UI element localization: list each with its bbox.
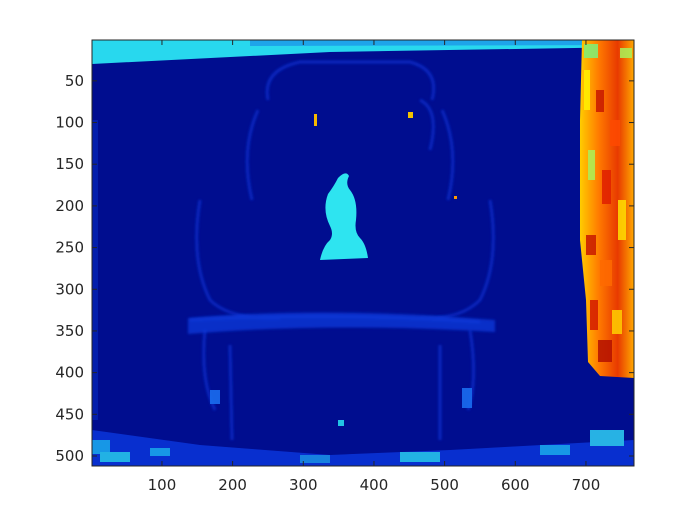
y-tick-label: 350: [55, 322, 84, 340]
bottom-noise: [92, 120, 634, 466]
y-tick-label: 450: [55, 405, 84, 423]
y-tick-label: 50: [65, 72, 84, 90]
axes-frame: [91, 39, 635, 467]
y-tick-label: 250: [55, 239, 84, 257]
x-tick-label: 700: [572, 476, 601, 494]
x-tick-label: 400: [360, 476, 389, 494]
y-axis: 50 100 150 200 250 300 350 400 450 500: [55, 72, 634, 465]
right-edge-region: [580, 40, 634, 378]
heatmap-top-strip: [92, 40, 634, 64]
speck: [408, 112, 413, 118]
x-tick-label: 300: [289, 476, 318, 494]
x-axis: 100 200 300 400 500 600 700: [148, 40, 601, 494]
speck: [454, 196, 457, 199]
y-tick-label: 300: [55, 280, 84, 298]
speck: [314, 114, 317, 126]
x-tick-label: 200: [218, 476, 247, 494]
y-tick-label: 200: [55, 197, 84, 215]
x-tick-label: 600: [501, 476, 530, 494]
y-tick-label: 500: [55, 447, 84, 465]
y-tick-label: 150: [55, 155, 84, 173]
y-tick-label: 100: [55, 114, 84, 132]
x-tick-label: 100: [148, 476, 177, 494]
right-edge-texture: [584, 44, 632, 362]
x-tick-label: 500: [430, 476, 459, 494]
heatmap-top-strip-shade: [250, 40, 634, 46]
seat-band: [188, 312, 495, 334]
vase-region: [320, 173, 368, 260]
y-tick-label: 400: [55, 364, 84, 382]
heatmap-image: [92, 40, 634, 466]
chair-outline: [189, 60, 495, 441]
